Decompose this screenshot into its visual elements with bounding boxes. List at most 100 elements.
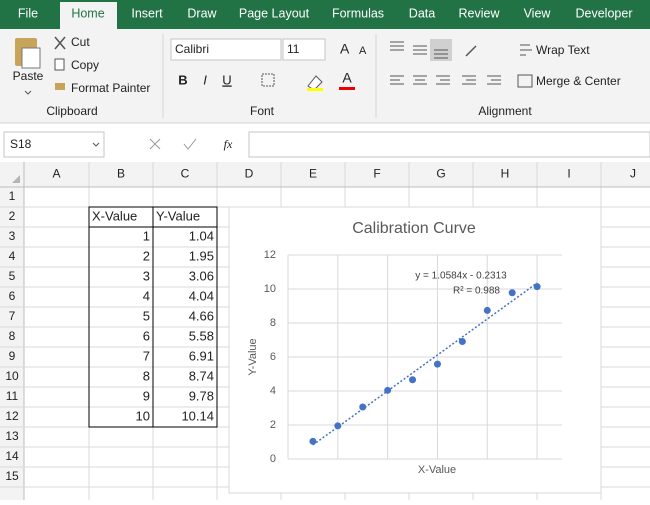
row-header[interactable]: 14	[5, 449, 19, 463]
font-size[interactable]: 11	[287, 42, 300, 56]
table-cell[interactable]: 8.74	[189, 368, 214, 383]
row-header[interactable]: 10	[5, 369, 19, 383]
vertical-align-buttons[interactable]	[390, 41, 427, 55]
ribbon-tab[interactable]: Developer	[576, 6, 633, 20]
font-color-button[interactable]: A	[342, 70, 352, 86]
data-point[interactable]	[508, 289, 516, 297]
row-header[interactable]: 7	[9, 309, 16, 323]
formula-input[interactable]	[248, 131, 650, 158]
chart-area[interactable]	[228, 206, 602, 494]
merge-center-button[interactable]: Merge & Center	[536, 74, 621, 88]
select-all[interactable]	[12, 175, 20, 183]
column-header[interactable]: A	[52, 167, 60, 181]
y-tick-label: 4	[270, 385, 276, 397]
data-point[interactable]	[334, 422, 342, 430]
data-point[interactable]	[458, 338, 466, 346]
table-cell[interactable]: 4	[143, 288, 150, 303]
data-point[interactable]	[309, 437, 317, 445]
row-header[interactable]: 5	[9, 269, 16, 283]
table-cell[interactable]: 5	[143, 308, 150, 323]
data-point[interactable]	[483, 306, 491, 314]
paste-label[interactable]: Paste	[13, 69, 44, 83]
column-header[interactable]: J	[630, 167, 636, 181]
row-header[interactable]: 12	[5, 409, 19, 423]
table-cell[interactable]: 1.95	[189, 248, 214, 263]
table-cell[interactable]: 10.14	[181, 408, 214, 423]
table-cell[interactable]: 4.66	[189, 308, 214, 323]
table-cell[interactable]: 7	[143, 348, 150, 363]
name-box[interactable]	[3, 131, 105, 158]
wrap-text-button[interactable]: Wrap Text	[536, 43, 590, 57]
data-point[interactable]	[433, 360, 441, 368]
ribbon-tab[interactable]: Page Layout	[239, 6, 310, 20]
row-header[interactable]: 11	[6, 389, 19, 403]
font-size-box[interactable]	[282, 38, 326, 61]
table-cell[interactable]: 9	[143, 388, 150, 403]
data-point[interactable]	[533, 283, 541, 291]
ribbon-tab[interactable]: Review	[459, 6, 501, 20]
shrink-font[interactable]: A	[359, 45, 367, 57]
chart[interactable]: Calibration Curve 0 2 4 6 8 10 12 Y-Value X-Value…	[228, 206, 602, 494]
font-name-box[interactable]	[170, 38, 282, 61]
cancel-button[interactable]	[149, 138, 161, 150]
column-header[interactable]: I	[567, 167, 570, 181]
column-header[interactable]: D	[245, 167, 254, 181]
grow-font[interactable]: A	[340, 41, 350, 57]
name-box-text[interactable]: S18	[10, 137, 32, 151]
table-cell[interactable]: 6.91	[189, 348, 214, 363]
ribbon-tab[interactable]: Formulas	[332, 6, 384, 20]
underline-button[interactable]: U	[222, 72, 231, 87]
borders-button[interactable]	[261, 73, 275, 87]
table-cell[interactable]: 3	[143, 268, 150, 283]
row-header[interactable]: 6	[9, 289, 16, 303]
data-point[interactable]	[409, 376, 417, 384]
table-cell[interactable]: 6	[143, 328, 150, 343]
data-point[interactable]	[384, 386, 392, 394]
table-cell[interactable]: 3.06	[189, 268, 214, 283]
orientation-button[interactable]	[465, 45, 477, 57]
italic-button[interactable]: I	[203, 72, 207, 87]
row-header[interactable]: 4	[9, 249, 16, 263]
copy-button[interactable]: Copy	[71, 58, 99, 72]
table-header-cell[interactable]: Y-Value	[156, 208, 200, 223]
table-cell[interactable]: 8	[143, 368, 150, 383]
bottom-align-icon	[434, 49, 448, 59]
data-point[interactable]	[359, 403, 367, 411]
horizontal-align-buttons[interactable]	[390, 75, 501, 85]
ribbon-tab[interactable]: Home	[71, 6, 104, 20]
row-header[interactable]: 8	[9, 329, 16, 343]
column-header[interactable]: H	[501, 167, 510, 181]
row-header[interactable]: 2	[9, 209, 16, 223]
x-axis-label: X-Value	[418, 464, 456, 476]
table-header-cell[interactable]: X-Value	[92, 208, 137, 223]
font-name[interactable]: Calibri	[175, 42, 209, 56]
table-cell[interactable]: 1.04	[189, 228, 214, 243]
ribbon-tab[interactable]: View	[524, 6, 552, 20]
table-cell[interactable]: 1	[143, 228, 150, 243]
row-header[interactable]: 9	[9, 349, 16, 363]
table-cell[interactable]: 2	[143, 248, 150, 263]
column-header[interactable]: B	[117, 167, 125, 181]
column-header[interactable]: F	[373, 167, 380, 181]
ribbon-tab[interactable]: Data	[409, 6, 435, 20]
enter-button[interactable]	[183, 138, 197, 150]
ribbon-tab[interactable]: Insert	[131, 6, 163, 20]
table-cell[interactable]: 9.78	[189, 388, 214, 403]
row-header[interactable]: 15	[5, 469, 19, 483]
table-cell[interactable]: 10	[136, 408, 150, 423]
insert-function-button[interactable]: fx	[224, 137, 233, 151]
table-cell[interactable]: 5.58	[189, 328, 214, 343]
bold-button[interactable]: B	[178, 72, 187, 87]
format-painter-button[interactable]: Format Painter	[71, 81, 150, 95]
ribbon-tab[interactable]: Draw	[187, 6, 217, 20]
column-header[interactable]: C	[181, 167, 190, 181]
row-header[interactable]: 3	[9, 229, 16, 243]
column-header[interactable]: G	[436, 167, 445, 181]
cut-button[interactable]: Cut	[71, 35, 90, 49]
ribbon-tab[interactable]: File	[18, 6, 38, 20]
table-cell[interactable]: 4.04	[189, 288, 214, 303]
row-header[interactable]: 13	[5, 429, 19, 443]
column-header[interactable]: E	[309, 167, 317, 181]
row-header[interactable]: 1	[9, 189, 16, 203]
